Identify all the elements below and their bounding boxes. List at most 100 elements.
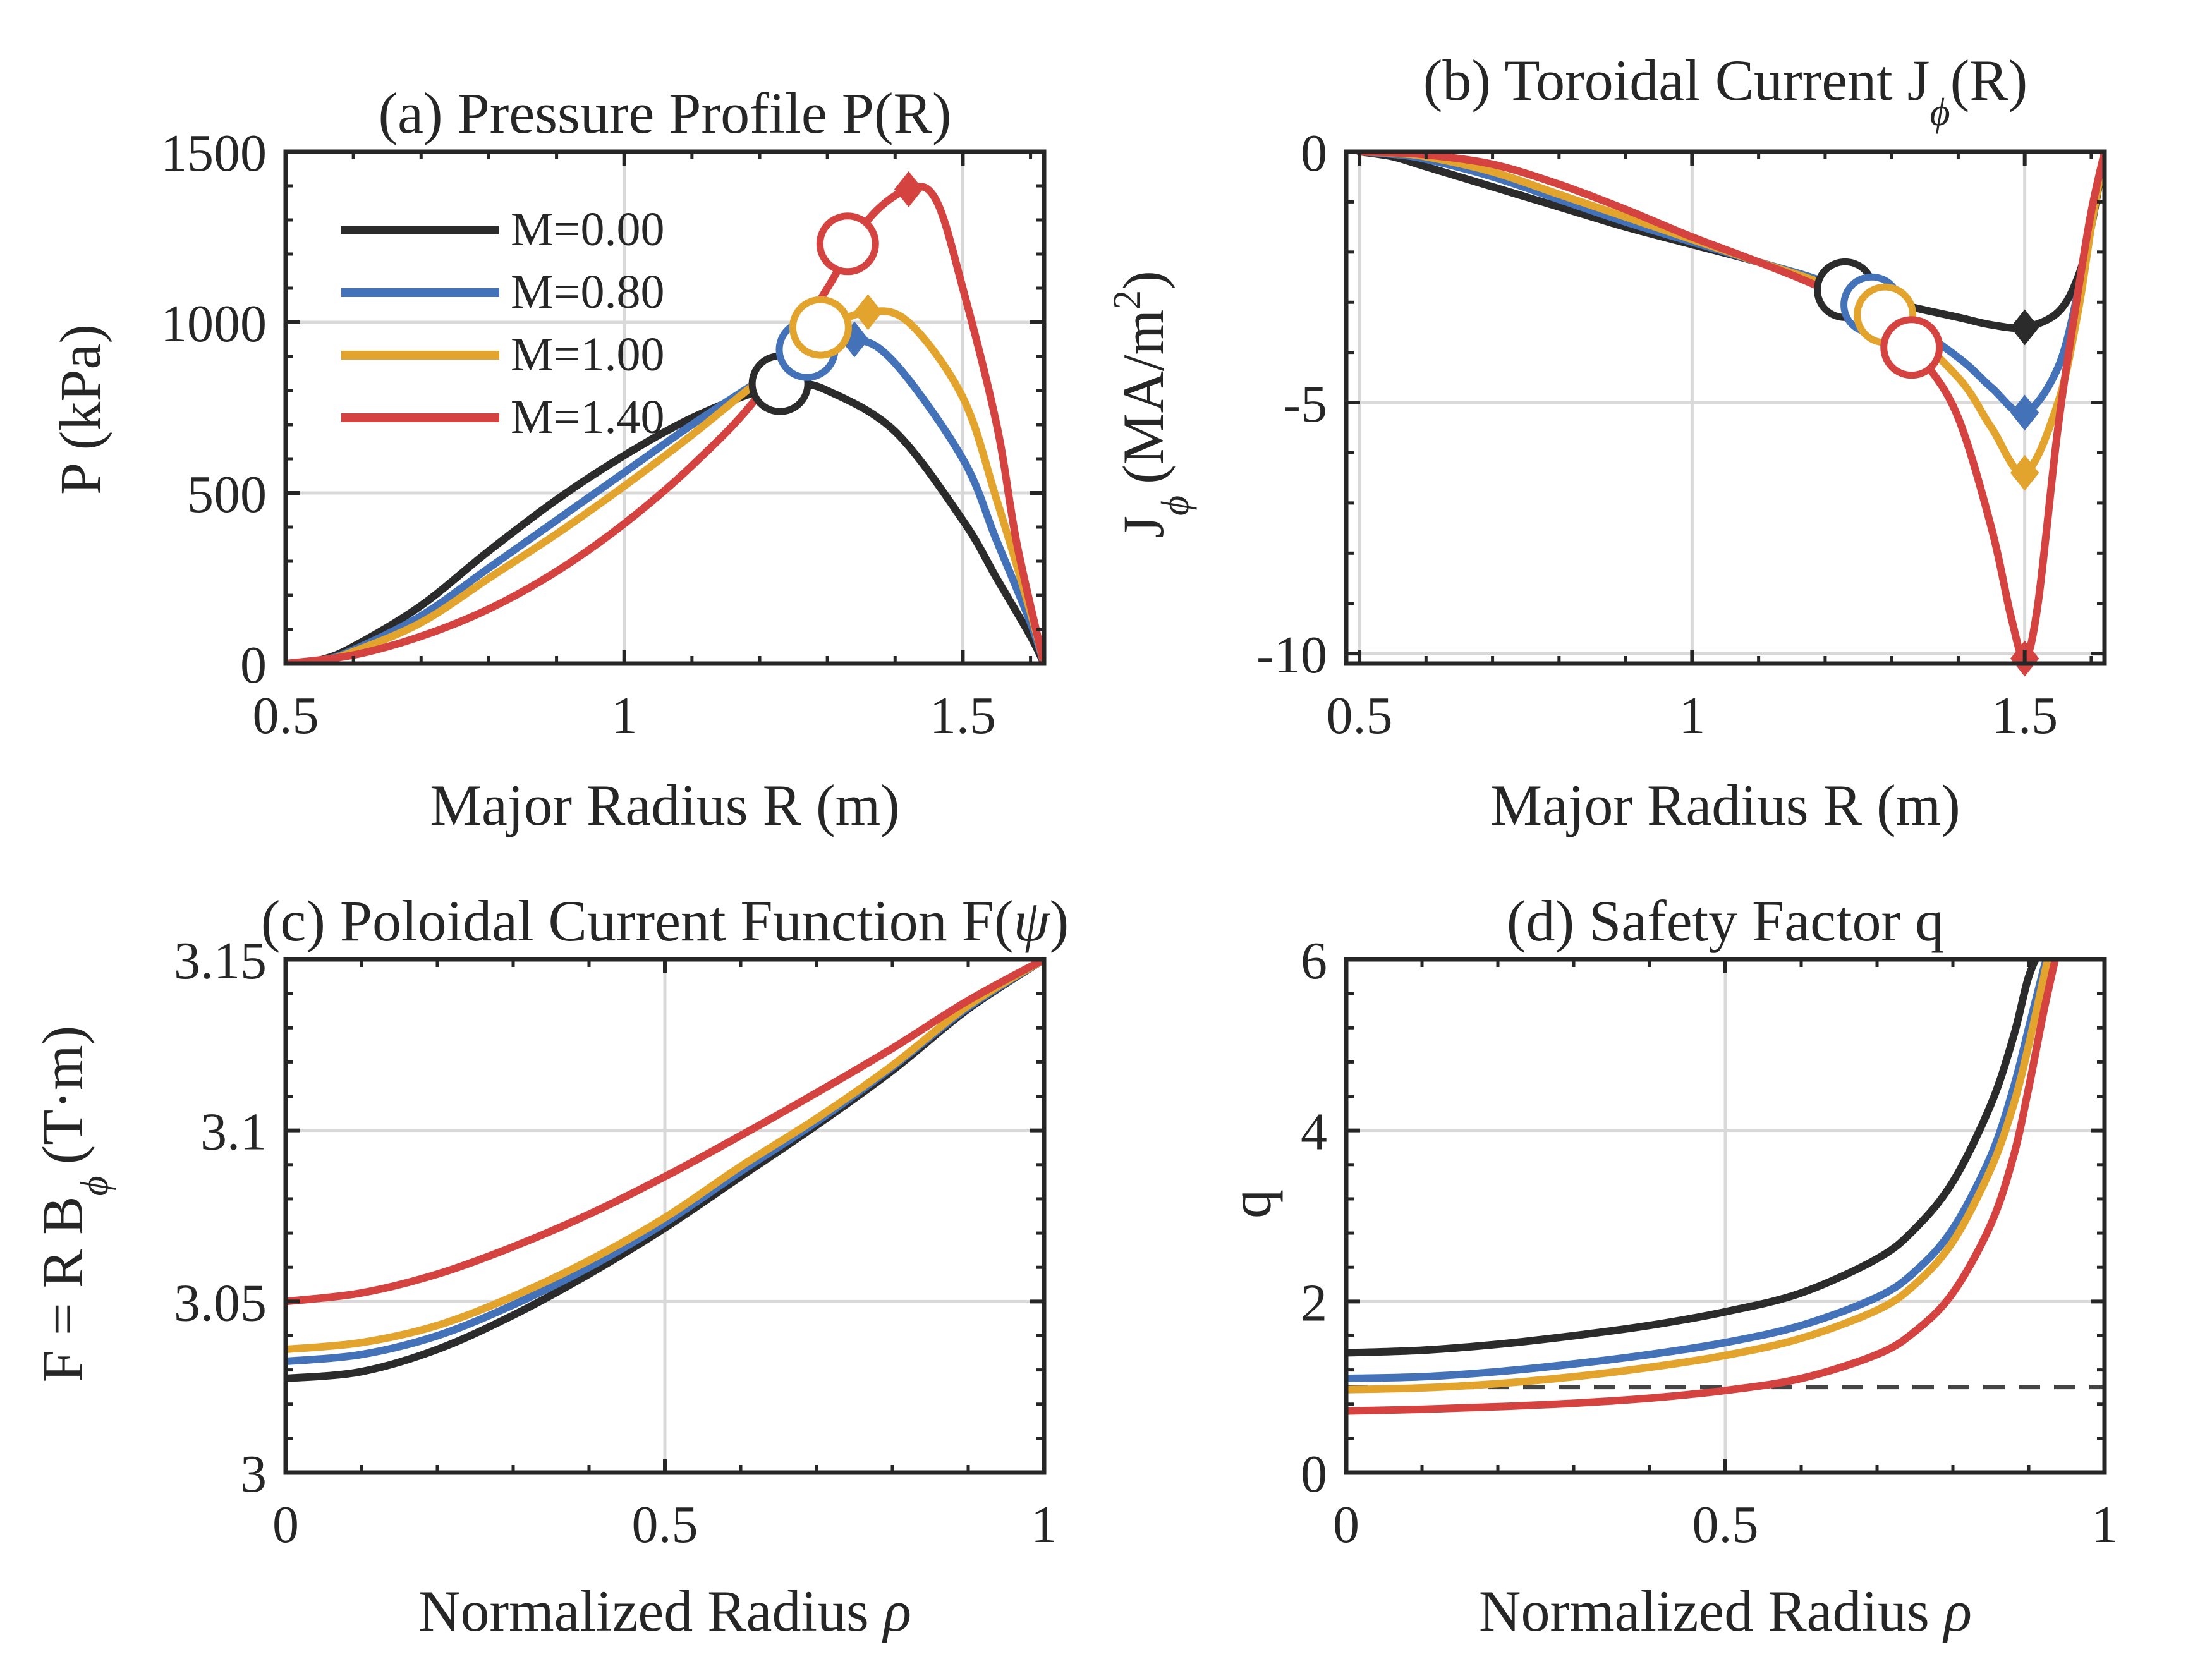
panel-a-axes-frame (283, 149, 1047, 666)
panel-c-ylabel-subscript: ϕ (73, 1176, 116, 1196)
panel-b-tick-labels: 0.5 1 1.5 0 -5 -10 (1256, 124, 2058, 745)
panel-d-tick-labels: 0 0.5 1 0 2 4 6 (1301, 932, 2118, 1554)
panel-b-circle-marker-m140 (1880, 316, 1943, 379)
panel-a-series-m080 (286, 335, 1044, 664)
panel-b-ytick-label-0: 0 (1301, 124, 1327, 183)
legend-label-m000: M=0.00 (511, 203, 664, 256)
panel-a-markers (748, 171, 923, 415)
panel-a-axes-box (283, 149, 1047, 666)
panel-b-ylabel-subscript: ϕ (1154, 495, 1197, 516)
panel-a-y-axis-label: P (kPa) (48, 324, 112, 495)
panel-c-xlabel-italic: ρ (882, 1579, 911, 1643)
panel-c-ytick-label-2: 3.1 (200, 1103, 267, 1162)
panel-a-peak-marker-m100 (853, 294, 883, 331)
panel-a-x-axis-label: Major Radius R (m) (430, 773, 900, 837)
panel-d-ytick-label-2: 4 (1301, 1103, 1327, 1162)
panel-c-series-m100 (286, 959, 1044, 1354)
panel-d-x-axis-label: Normalized Radius ρ (1479, 1579, 1972, 1643)
panel-b-ylabel-close: ) (1111, 270, 1176, 290)
panel-d-axes-frame (1344, 957, 2107, 1475)
panel-b-ytick-label-2: -10 (1256, 626, 1327, 684)
panel-c-title: (c) Poloidal Current Function F(ψ) (261, 889, 1069, 953)
panel-b-ylabel-superscript: 2 (1106, 290, 1149, 310)
panel-a-legend: M=0.00 M=0.80 M=1.00 M=1.40 (341, 203, 664, 444)
panel-c-ylabel-units: (T·m) (30, 1026, 95, 1165)
panel-b-plot-area (1346, 152, 2105, 664)
panel-c-title-tail: ) (1050, 889, 1069, 953)
panel-d-series-m100 (1346, 959, 2052, 1394)
panel-b-xtick-label-2: 1.5 (1991, 686, 2058, 745)
panel-a-series-m100 (286, 307, 1044, 664)
panel-a-pressure-profile: 0.5 1 1.5 0 500 1000 1500 (a) Pressure Profile… (48, 81, 1047, 837)
panel-c-poloidal-current: 0 0.5 1 3 3.05 3.1 3.15 (c) Poloidal Current F… (30, 889, 1069, 1643)
panel-d-xlabel-main: Normalized Radius (1479, 1579, 1944, 1643)
panel-a-circle-marker-m100 (789, 296, 852, 359)
panel-a-ytick-label-2: 1000 (161, 295, 267, 353)
panel-b-y-axis-label: Jϕ (MA/m2) (1106, 270, 1197, 538)
panel-c-xtick-label-0: 0 (272, 1495, 299, 1554)
panel-c-series-m140 (286, 959, 1044, 1306)
panel-c-y-axis-label: F = R Bϕ (T·m) (30, 1026, 116, 1383)
panel-c-axes-frame (283, 957, 1047, 1475)
panel-d-ytick-label-3: 6 (1301, 932, 1327, 990)
legend-label-m100: M=1.00 (511, 328, 664, 381)
panel-a-ytick-label-3: 1500 (161, 124, 267, 183)
panel-c-x-axis-label: Normalized Radius ρ (418, 1579, 911, 1643)
panel-b-axes-box (1344, 149, 2107, 666)
panel-b-x-axis-label: Major Radius R (m) (1490, 773, 1960, 837)
panel-d-series-m000 (1346, 959, 2040, 1357)
panel-a-xtick-label-0: 0.5 (253, 686, 319, 745)
panel-c-ytick-label-0: 3 (240, 1445, 267, 1504)
panel-c-ytick-label-1: 3.05 (174, 1273, 267, 1332)
legend-label-m080: M=0.80 (511, 265, 664, 319)
panel-b-title-main: (b) Toroidal Current J (1423, 48, 1930, 112)
panel-b-ylabel-units: (MA/m (1111, 310, 1176, 484)
panel-b-markers (1813, 258, 2039, 677)
panel-a-grid (286, 152, 1044, 664)
panel-d-ytick-label-1: 2 (1301, 1273, 1327, 1332)
panel-b-title: (b) Toroidal Current Jϕ(R) (1423, 48, 2028, 134)
panel-b-title-subscript: ϕ (1930, 91, 1950, 134)
panel-a-xtick-label-2: 1.5 (930, 686, 996, 745)
panel-c-ylabel-main: F = R B (30, 1196, 95, 1382)
panel-b-grid (1346, 152, 2105, 664)
panel-b-peak-marker-m080 (2010, 394, 2039, 431)
panel-a-title: (a) Pressure Profile P(R) (378, 81, 951, 145)
panel-c-tick-labels: 0 0.5 1 3 3.05 3.1 3.15 (174, 932, 1057, 1554)
panel-a-circle-marker-m140 (816, 212, 879, 276)
panel-b-peak-marker-m100 (2010, 454, 2039, 491)
panel-c-curves (286, 959, 1044, 1383)
panel-d-safety-factor: 0 0.5 1 0 2 4 6 (d) Safety Factor q Normalized… (1218, 889, 2118, 1643)
legend-label-m140: M=1.40 (511, 391, 664, 444)
panel-b-axes-frame (1344, 149, 2107, 666)
panel-d-xtick-label-2: 1 (2091, 1495, 2118, 1554)
panel-d-y-axis-label: q (1218, 1189, 1283, 1218)
panel-a-xtick-label-1: 1 (611, 686, 638, 745)
panel-b-xtick-label-1: 1 (1679, 686, 1705, 745)
panel-d-xtick-label-0: 0 (1333, 1495, 1359, 1554)
panel-c-title-italic: ψ (1013, 889, 1050, 953)
panel-c-ytick-label-3: 3.15 (174, 932, 267, 990)
panel-a-tick-labels: 0.5 1 1.5 0 500 1000 1500 (161, 124, 996, 745)
panel-b-title-tail: (R) (1950, 48, 2028, 112)
panel-b-ylabel-main: J (1111, 516, 1176, 538)
panel-b-peak-marker-m000 (2010, 309, 2039, 346)
panel-a-peak-marker-m140 (894, 171, 923, 207)
panel-d-ytick-label-0: 0 (1301, 1445, 1327, 1504)
panel-d-title: (d) Safety Factor q (1507, 889, 1944, 953)
panel-b-ytick-label-1: -5 (1283, 375, 1327, 434)
panel-d-series-m140 (1346, 959, 2060, 1415)
panel-d-series-m080 (1346, 959, 2050, 1383)
panel-c-xtick-label-2: 1 (1031, 1495, 1057, 1554)
panel-c-xlabel-main: Normalized Radius (418, 1579, 884, 1643)
panel-c-xtick-label-1: 0.5 (632, 1495, 698, 1554)
panel-a-plot-area (286, 152, 1044, 664)
panel-a-ytick-label-0: 0 (240, 636, 267, 695)
panel-b-toroidal-current: 0.5 1 1.50-5-10 (b) Toroidal Current Jϕ(R)… (1106, 48, 2107, 837)
panel-c-title-main: (c) Poloidal Current Function F( (261, 889, 1014, 953)
panel-b-xtick-label-0: 0.5 (1327, 686, 1393, 745)
panel-d-xtick-label-1: 0.5 (1692, 1495, 1759, 1554)
panel-d-xlabel-italic: ρ (1942, 1579, 1972, 1643)
panel-a-ytick-label-1: 500 (187, 465, 267, 524)
